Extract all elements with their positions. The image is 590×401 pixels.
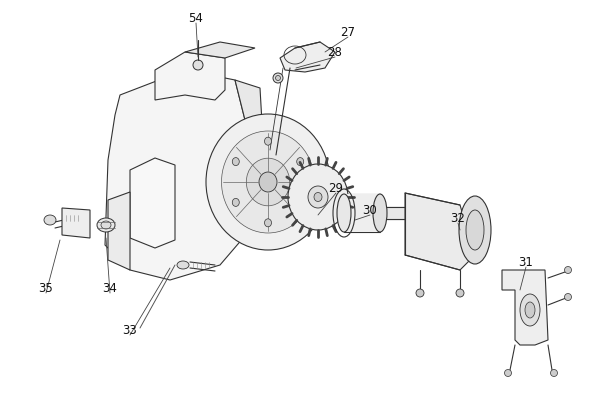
Ellipse shape [466, 210, 484, 250]
Ellipse shape [550, 369, 558, 377]
Ellipse shape [459, 196, 491, 264]
Ellipse shape [273, 73, 283, 83]
Ellipse shape [525, 302, 535, 318]
Ellipse shape [193, 60, 203, 70]
Ellipse shape [520, 294, 540, 326]
Ellipse shape [221, 131, 314, 233]
Ellipse shape [264, 137, 271, 145]
Ellipse shape [308, 186, 328, 208]
Text: 28: 28 [327, 45, 342, 59]
Ellipse shape [416, 289, 424, 297]
Ellipse shape [565, 294, 572, 300]
Polygon shape [235, 80, 265, 240]
Ellipse shape [337, 194, 351, 232]
Text: 31: 31 [519, 255, 533, 269]
Ellipse shape [264, 219, 271, 227]
Bar [380, 207, 405, 219]
Text: 32: 32 [451, 211, 466, 225]
Ellipse shape [97, 218, 115, 232]
Text: 29: 29 [329, 182, 343, 194]
Ellipse shape [259, 172, 277, 192]
Ellipse shape [177, 261, 189, 269]
Polygon shape [185, 42, 255, 58]
Polygon shape [105, 70, 250, 280]
Ellipse shape [565, 267, 572, 273]
Polygon shape [130, 158, 175, 248]
Ellipse shape [373, 194, 387, 232]
Ellipse shape [206, 114, 330, 250]
Ellipse shape [297, 158, 304, 166]
Polygon shape [280, 42, 335, 72]
Text: 34: 34 [103, 282, 117, 294]
Ellipse shape [276, 75, 280, 81]
Text: eReplacementParts.com: eReplacementParts.com [127, 203, 392, 222]
Polygon shape [502, 270, 548, 345]
Text: 30: 30 [363, 203, 378, 217]
Polygon shape [62, 208, 90, 238]
Ellipse shape [314, 192, 322, 201]
Text: 54: 54 [189, 12, 204, 24]
Ellipse shape [44, 215, 56, 225]
Ellipse shape [232, 158, 240, 166]
Bar [344, 194, 380, 232]
Ellipse shape [288, 164, 348, 230]
Ellipse shape [232, 198, 240, 207]
Text: 33: 33 [123, 324, 137, 336]
Ellipse shape [297, 198, 304, 207]
Polygon shape [108, 192, 130, 270]
Polygon shape [155, 52, 225, 100]
Text: 27: 27 [340, 26, 356, 38]
Ellipse shape [246, 158, 290, 206]
Ellipse shape [101, 221, 111, 229]
Ellipse shape [456, 289, 464, 297]
Text: 35: 35 [38, 282, 53, 294]
Polygon shape [405, 193, 475, 270]
Ellipse shape [504, 369, 512, 377]
